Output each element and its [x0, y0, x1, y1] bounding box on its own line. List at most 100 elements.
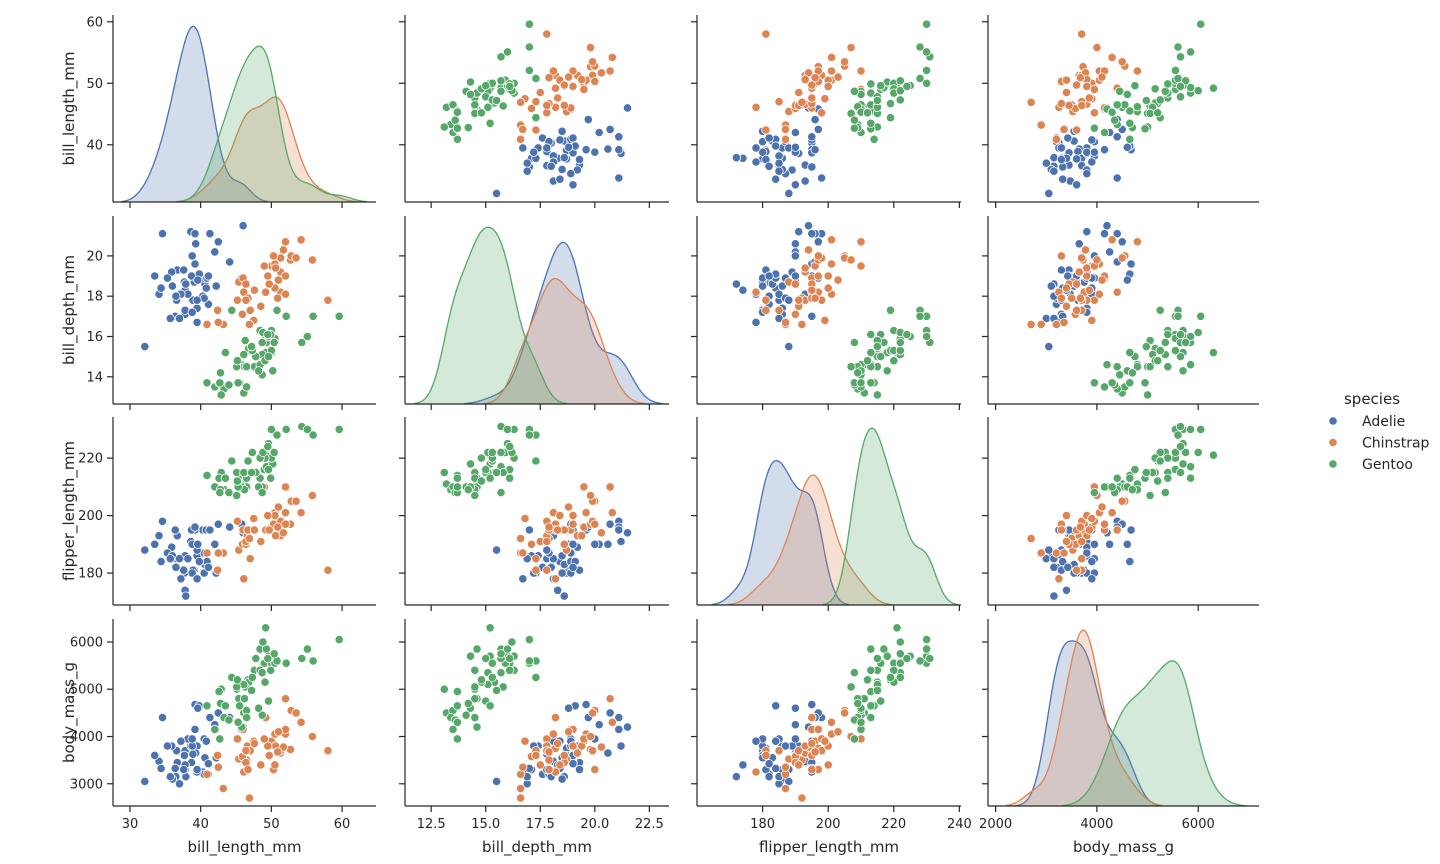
- point-chinstrap: [548, 66, 559, 76]
- point-gentoo: [465, 459, 476, 469]
- point-chinstrap: [544, 73, 554, 83]
- point-gentoo: [1155, 305, 1165, 315]
- point-adelie: [568, 133, 578, 143]
- point-adelie: [1087, 157, 1097, 167]
- point-adelie: [1072, 180, 1082, 190]
- point-chinstrap: [1092, 42, 1102, 53]
- point-adelie: [205, 712, 215, 723]
- point-adelie: [1044, 341, 1054, 352]
- point-gentoo: [266, 665, 276, 675]
- point-chinstrap: [273, 293, 283, 303]
- point-adelie: [1125, 556, 1135, 567]
- point-gentoo: [1141, 341, 1151, 352]
- point-gentoo: [450, 115, 460, 125]
- point-adelie: [590, 147, 600, 157]
- point-adelie: [1056, 265, 1067, 275]
- point-chinstrap: [1059, 317, 1069, 327]
- legend-marker-adelie: [1328, 416, 1338, 426]
- point-gentoo: [266, 473, 276, 483]
- point-gentoo: [895, 86, 905, 96]
- point-chinstrap: [1107, 235, 1117, 245]
- kde-line-chinstrap: [484, 277, 646, 405]
- point-gentoo: [1208, 83, 1219, 93]
- point-chinstrap: [1117, 57, 1127, 67]
- point-chinstrap: [833, 72, 843, 82]
- point-chinstrap: [515, 533, 526, 544]
- point-chinstrap: [531, 554, 541, 564]
- point-gentoo: [921, 331, 932, 342]
- point-adelie: [774, 166, 784, 176]
- kde-line-chinstrap: [1005, 629, 1163, 807]
- point-adelie: [1082, 548, 1092, 558]
- point-chinstrap: [1084, 93, 1094, 103]
- point-chinstrap: [807, 285, 817, 295]
- point-gentoo: [1153, 108, 1163, 118]
- point-adelie: [192, 295, 202, 305]
- point-chinstrap: [323, 746, 333, 756]
- point-chinstrap: [1082, 271, 1092, 281]
- point-gentoo: [1140, 124, 1150, 134]
- point-chinstrap: [244, 793, 254, 803]
- point-gentoo: [465, 77, 476, 87]
- y-tick-label: 14: [86, 370, 103, 385]
- point-chinstrap: [856, 261, 866, 271]
- point-adelie: [524, 525, 535, 535]
- point-gentoo: [524, 430, 535, 440]
- point-gentoo: [258, 447, 268, 457]
- point-chinstrap: [1097, 72, 1107, 82]
- point-chinstrap: [241, 279, 251, 289]
- kde-line-adelie: [1015, 640, 1162, 807]
- point-adelie: [150, 271, 160, 281]
- point-chinstrap: [1112, 525, 1122, 535]
- point-gentoo: [1112, 100, 1122, 110]
- point-adelie: [1126, 259, 1136, 269]
- point-gentoo: [1125, 106, 1135, 116]
- point-gentoo: [269, 447, 279, 457]
- point-adelie: [603, 144, 613, 154]
- point-chinstrap: [213, 317, 223, 327]
- point-gentoo: [448, 100, 458, 110]
- point-gentoo: [1196, 311, 1206, 321]
- point-chinstrap: [1067, 293, 1077, 303]
- point-adelie: [557, 126, 567, 136]
- point-adelie: [568, 562, 578, 572]
- point-gentoo: [491, 95, 502, 106]
- point-chinstrap: [1077, 100, 1087, 111]
- point-gentoo: [502, 424, 513, 434]
- panel-body_mass_g-vs-bill_length_mm: 30 40 50 60 3000 4000 5000 6000 bill_length_mm bo…: [60, 619, 376, 857]
- point-gentoo: [892, 623, 902, 633]
- point-gentoo: [247, 672, 257, 683]
- kde-line-gentoo: [414, 226, 568, 405]
- point-chinstrap: [531, 97, 541, 107]
- point-adelie: [156, 763, 166, 774]
- point-chinstrap: [280, 271, 291, 281]
- legend-title: species: [1344, 390, 1400, 408]
- point-chinstrap: [1082, 263, 1092, 273]
- point-chinstrap: [774, 305, 784, 315]
- point-gentoo: [202, 378, 212, 388]
- point-adelie: [174, 554, 185, 564]
- point-gentoo: [465, 651, 476, 661]
- point-adelie: [566, 169, 576, 179]
- point-adelie: [731, 772, 742, 782]
- point-adelie: [518, 143, 528, 153]
- point-adelie: [1044, 188, 1054, 198]
- point-gentoo: [921, 47, 932, 57]
- point-chinstrap: [587, 708, 598, 718]
- point-adelie: [192, 574, 202, 584]
- point-adelie: [1082, 227, 1092, 237]
- point-chinstrap: [774, 97, 784, 107]
- point-gentoo: [1173, 430, 1183, 440]
- point-gentoo: [496, 86, 506, 96]
- point-chinstrap: [581, 508, 591, 518]
- point-gentoo: [224, 715, 234, 725]
- point-adelie: [1099, 229, 1110, 239]
- point-adelie: [1049, 153, 1059, 163]
- point-chinstrap: [550, 83, 561, 93]
- point-gentoo: [1178, 459, 1188, 469]
- point-gentoo: [214, 686, 224, 697]
- point-chinstrap: [213, 548, 223, 558]
- point-chinstrap: [774, 746, 784, 756]
- point-gentoo: [862, 108, 873, 118]
- point-chinstrap: [261, 287, 271, 297]
